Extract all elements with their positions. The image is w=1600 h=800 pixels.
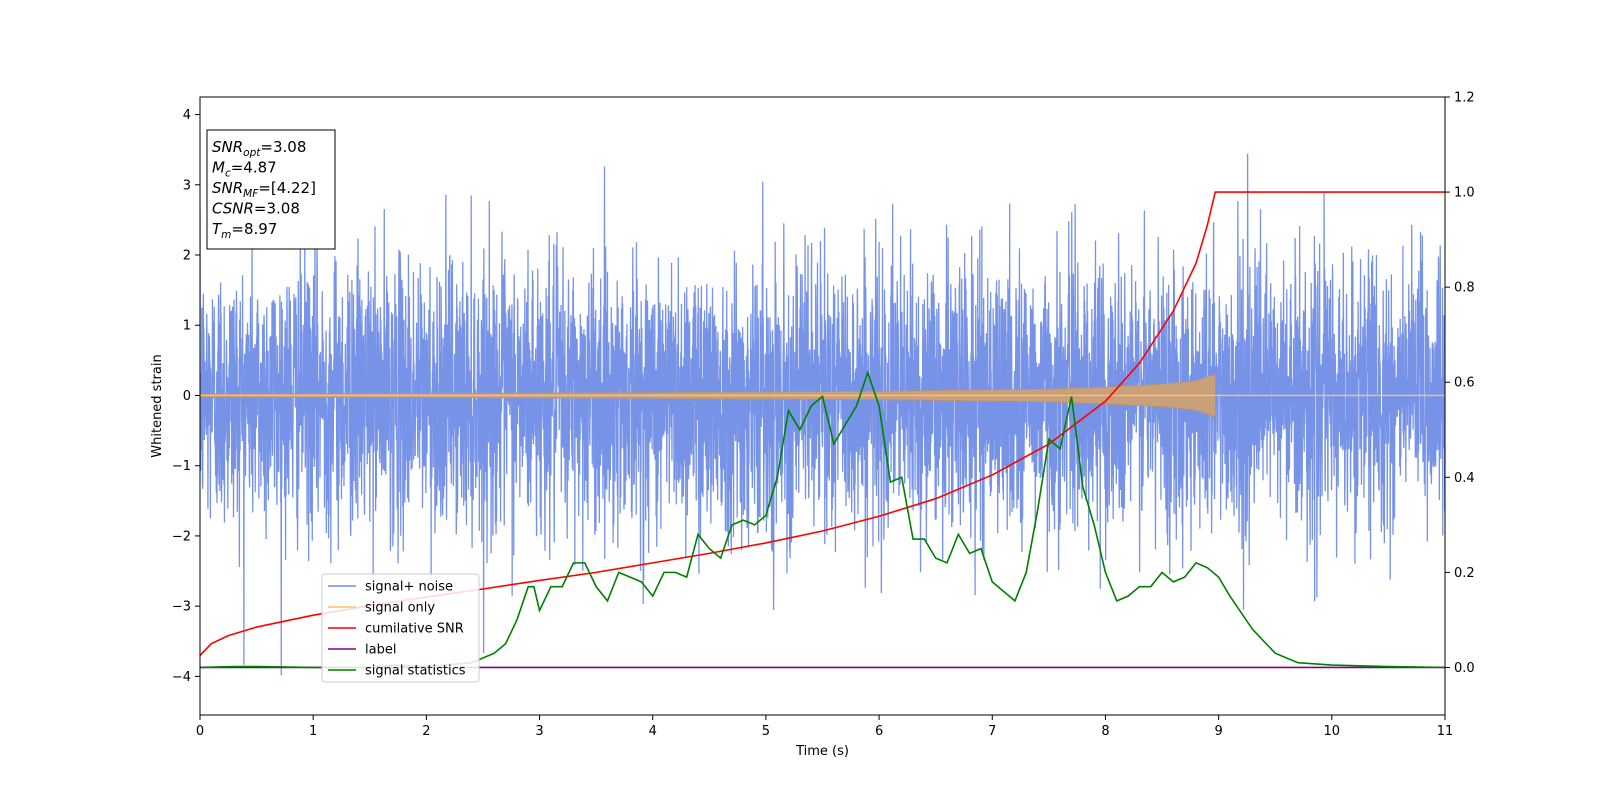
legend-entry: label	[365, 643, 396, 658]
y2-tick-label: 1.2	[1454, 91, 1475, 106]
x-tick-label: 6	[875, 724, 883, 739]
y2-tick-label: 0.8	[1454, 281, 1475, 296]
info-line: Tm=8.97	[212, 220, 277, 241]
legend-entry: signal statistics	[365, 664, 466, 679]
y-axis-label: Whitened strain	[150, 354, 165, 457]
series-cumilative-snr	[200, 191, 1445, 657]
y2-tick-label: 0.2	[1454, 566, 1475, 581]
x-tick-label: 1	[309, 724, 317, 739]
y-tick-label: 3	[183, 178, 191, 193]
legend-frame	[321, 573, 480, 683]
legend-entry: cumilative SNR	[365, 622, 464, 637]
y2-tick-label: 1.0	[1454, 186, 1475, 201]
x-tick-label: 4	[649, 724, 657, 739]
legend: signal+ noise signal only cumilative SNR la…	[321, 573, 480, 683]
x-tick-label: 2	[422, 724, 430, 739]
info-line: Mc=4.87	[212, 159, 277, 180]
series-signal-noise	[200, 153, 1445, 676]
y-tick-label: −3	[172, 600, 191, 615]
y2-tick-label: 0.0	[1454, 661, 1475, 676]
plot-frame	[199, 96, 1446, 716]
y-tick-label: −4	[172, 670, 191, 685]
x-tick-label: 0	[196, 724, 204, 739]
x-tick-label: 10	[1324, 724, 1341, 739]
x-tick-label: 9	[1214, 724, 1222, 739]
noise-line	[200, 153, 1445, 676]
x-tick-label: 3	[535, 724, 543, 739]
info-line: CSNR=3.08	[212, 200, 300, 218]
series-signal-statistics	[200, 370, 1445, 669]
y-axis-ticks: −4 −3 −2 −1 0 1 2 3 4	[172, 108, 200, 685]
y-tick-label: −1	[172, 459, 191, 474]
info-line: SNRopt=3.08	[212, 138, 306, 159]
x-tick-label: 7	[988, 724, 996, 739]
y2-tick-label: 0.6	[1454, 376, 1475, 391]
y2-tick-label: 0.4	[1454, 471, 1475, 486]
y-tick-label: 2	[183, 249, 191, 264]
x-axis-label: Time (s)	[795, 744, 849, 759]
y-tick-label: −2	[172, 529, 191, 544]
info-box-frame	[206, 129, 336, 250]
y2-axis-ticks: 0.0 0.2 0.4 0.6 0.8 1.0 1.2	[1445, 91, 1475, 676]
legend-entry: signal+ noise	[365, 580, 453, 595]
y-tick-label: 1	[183, 319, 191, 334]
x-tick-label: 5	[762, 724, 770, 739]
info-line: SNRMF=[4.22]	[212, 179, 316, 200]
y-tick-label: 4	[183, 108, 191, 123]
legend-entry: signal only	[365, 601, 435, 616]
x-tick-label: 8	[1101, 724, 1109, 739]
x-axis-ticks: 0 1 2 3 4 5 6 7 8 9 10 11	[196, 715, 1453, 739]
x-tick-label: 11	[1437, 724, 1454, 739]
y-tick-label: 0	[183, 389, 191, 404]
